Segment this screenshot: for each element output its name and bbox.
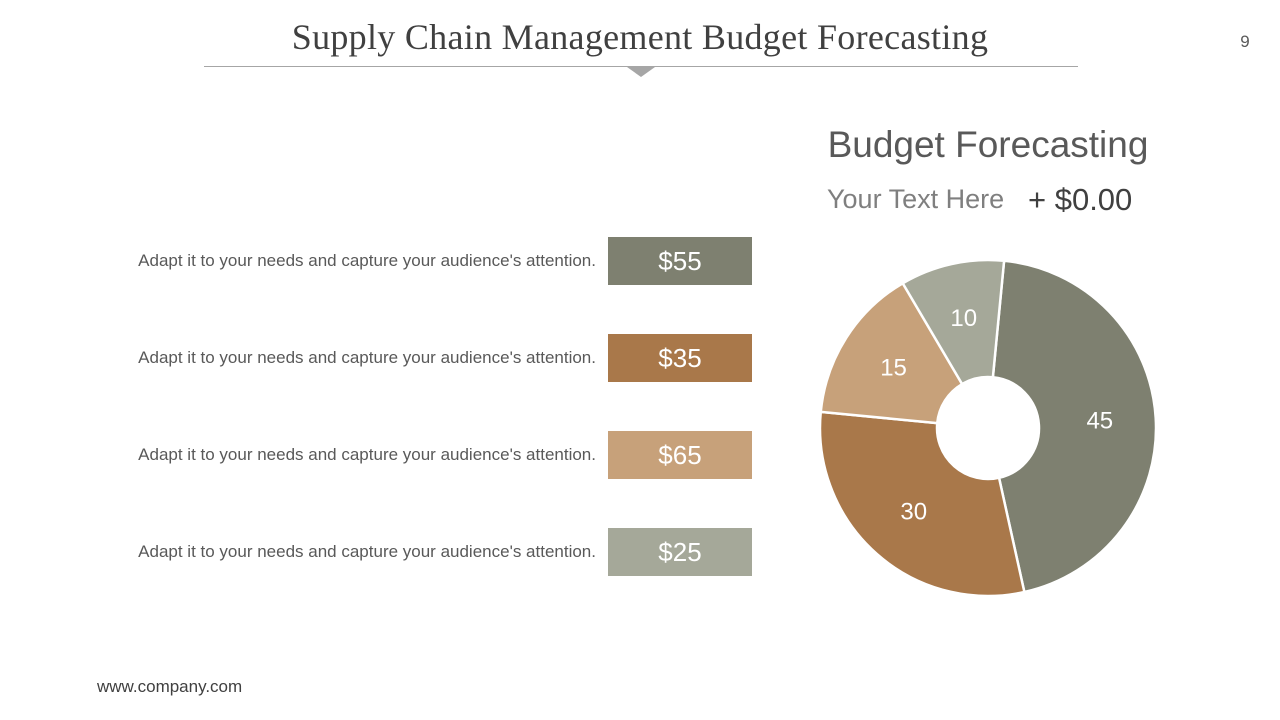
budget-value-box: $25 (608, 528, 752, 576)
budget-value-box: $35 (608, 334, 752, 382)
chart-title: Budget Forecasting (827, 124, 1149, 165)
donut-slice-10 (901, 258, 1006, 386)
budget-value-box: $65 (608, 431, 752, 479)
budget-row-2: Adapt it to your needs and capture your … (60, 334, 760, 384)
title-divider (204, 66, 1078, 67)
budget-row-3: Adapt it to your needs and capture your … (60, 431, 760, 481)
budget-row-1: Adapt it to your needs and capture your … (60, 237, 760, 287)
summary-label: Your Text Here (827, 184, 1005, 214)
budget-row-text: Adapt it to your needs and capture your … (138, 251, 596, 270)
donut-slice-45 (991, 259, 1158, 594)
donut-chart: 45 30 15 10 (818, 258, 1158, 598)
budget-row-text: Adapt it to your needs and capture your … (138, 348, 596, 367)
page-number: 9 (1240, 32, 1250, 51)
budget-row-text: Adapt it to your needs and capture your … (138, 542, 596, 561)
donut-label-15: 15 (880, 354, 907, 381)
slide-title: Supply Chain Management Budget Forecasti… (291, 17, 989, 57)
summary-value: + $0.00 (1028, 182, 1133, 217)
budget-row-text: Adapt it to your needs and capture your … (138, 445, 596, 464)
title-divider-notch (627, 67, 655, 77)
donut-slice-30 (818, 410, 1026, 598)
footer-website: www.company.com (97, 677, 243, 696)
donut-slice-15 (819, 281, 964, 425)
donut-label-10: 10 (950, 305, 977, 332)
donut-label-30: 30 (900, 498, 927, 525)
donut-label-45: 45 (1086, 408, 1113, 435)
budget-value-box: $55 (608, 237, 752, 285)
budget-row-4: Adapt it to your needs and capture your … (60, 528, 760, 578)
